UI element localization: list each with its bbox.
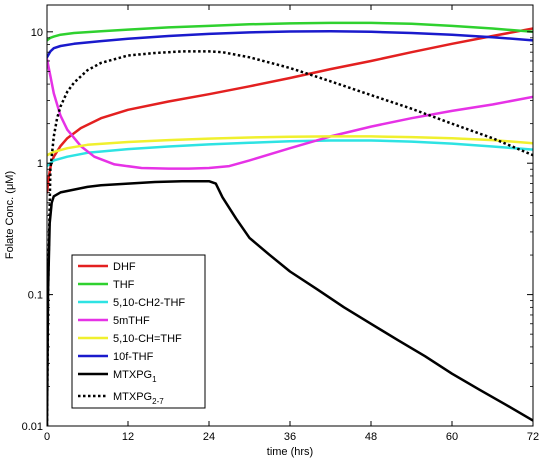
legend-label-0: DHF xyxy=(113,261,136,273)
legend-label-1: THF xyxy=(113,279,135,291)
series-line-0 xyxy=(47,27,533,194)
y-tick-label: 0.1 xyxy=(28,290,43,302)
y-tick-label: 10 xyxy=(31,27,43,39)
legend-label-4: 5,10-CH=THF xyxy=(113,333,182,345)
legend-label-5: 10f-THF xyxy=(113,351,154,363)
series-line-4 xyxy=(47,135,533,157)
series-line-3 xyxy=(47,57,533,170)
series-line-2 xyxy=(47,139,533,168)
series-line-5 xyxy=(47,30,533,59)
x-tick-label: 72 xyxy=(527,431,539,443)
series-layer xyxy=(47,21,533,426)
x-tick-label: 0 xyxy=(44,431,50,443)
x-tick-label: 60 xyxy=(446,431,458,443)
series-line-7 xyxy=(47,50,533,426)
legend: DHF THF 5,10-CH2-THF 5mTHF 5,10-CH=THF 10f-TH… xyxy=(71,254,206,409)
legend-label-6: MTXPG1 xyxy=(113,369,157,384)
x-tick-label: 48 xyxy=(365,431,377,443)
x-tick-label: 12 xyxy=(122,431,134,443)
series-line-6 xyxy=(47,179,533,426)
x-axis-label: time (hrs) xyxy=(267,446,313,458)
legend-label-2: 5,10-CH2-THF xyxy=(113,297,185,309)
y-tick-label: 1 xyxy=(37,158,43,170)
series-line-1 xyxy=(47,21,533,42)
legend-label-3: 5mTHF xyxy=(113,315,150,327)
y-axis-label: Folate Conc. (μM) xyxy=(4,171,16,259)
x-tick-label: 36 xyxy=(284,431,296,443)
legend-label-7: MTXPG2-7 xyxy=(113,391,164,406)
axes-ticks: 0 12 24 36 48 60 72 0.01 0.1 1 10 xyxy=(22,5,539,443)
x-tick-label: 24 xyxy=(203,431,215,443)
legend-box xyxy=(71,254,206,409)
y-tick-label: 0.01 xyxy=(22,421,43,433)
